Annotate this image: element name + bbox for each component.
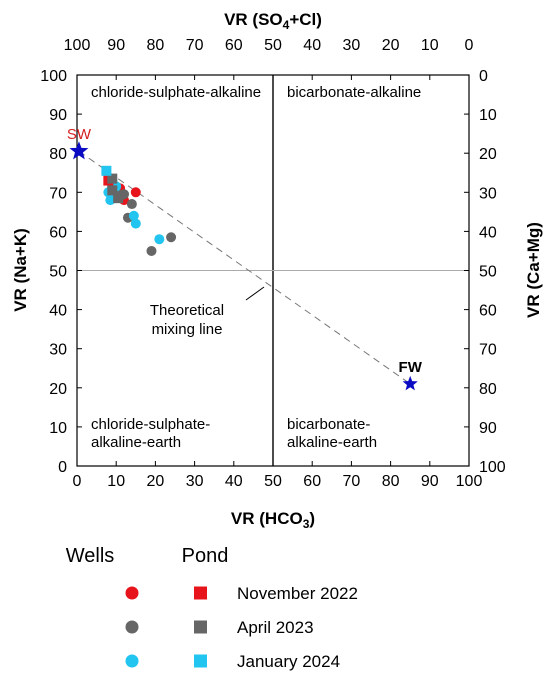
bottom-tick-label: 90 [421, 473, 439, 490]
right-tick-label: 30 [479, 185, 497, 202]
right-tick-label: 100 [479, 459, 506, 476]
data-point-circle [146, 245, 157, 256]
legend-pond-marker [194, 620, 207, 634]
left-axis-ticks: 0 10 20 30 40 50 60 70 80 90 100 [40, 68, 82, 476]
left-tick-label: 30 [49, 342, 67, 359]
mixing-line-pointer [245, 286, 265, 301]
legend-wells-marker [125, 620, 139, 634]
bottom-tick-label: 80 [382, 473, 400, 490]
left-tick-label: 40 [49, 303, 67, 320]
left-tick-label: 0 [58, 459, 67, 476]
legend-pond-header: Pond [182, 545, 229, 567]
mixing-line-label-line1: Theoretical [150, 302, 224, 319]
top-axis-title: VR (SO4+Cl) [224, 10, 322, 32]
bottom-tick-label: 0 [73, 473, 82, 490]
data-point-square [107, 185, 118, 196]
left-axis-title: VR (Na+K) [11, 228, 30, 312]
endmember-label-sw: SW [67, 126, 92, 143]
left-tick-label: 50 [49, 264, 67, 281]
endmember-star-fw [402, 375, 418, 391]
bottom-tick-label: 70 [343, 473, 361, 490]
bottom-axis-ticks: 0 10 20 30 40 50 60 70 80 90 100 [73, 461, 483, 490]
endmember-markers: SW FW [67, 126, 423, 391]
right-tick-label: 10 [479, 107, 497, 124]
top-tick-label: 10 [421, 37, 439, 54]
bottom-tick-label: 100 [456, 473, 483, 490]
right-axis-title: VR (Ca+Mg) [524, 222, 543, 318]
top-tick-label: 60 [225, 37, 243, 54]
right-tick-label: 80 [479, 381, 497, 398]
bottom-tick-label: 20 [147, 473, 165, 490]
quadrant-label-bottom-left-line2: alkaline-earth [91, 434, 181, 451]
bottom-tick-label: 50 [264, 473, 282, 490]
right-tick-label: 0 [479, 68, 488, 85]
legend-pond-marker [194, 586, 207, 600]
right-tick-label: 60 [479, 303, 497, 320]
quadrant-label-bottom-right-line1: bicarbonate- [287, 416, 370, 433]
data-point-square [113, 193, 124, 204]
legend-label: November 2022 [237, 584, 358, 603]
top-tick-label: 100 [64, 37, 91, 54]
data-point-circle [166, 232, 177, 243]
left-tick-label: 70 [49, 185, 67, 202]
left-tick-label: 100 [40, 68, 67, 85]
left-tick-label: 80 [49, 146, 67, 163]
top-tick-label: 90 [107, 37, 125, 54]
bottom-tick-label: 60 [303, 473, 321, 490]
legend-label: January 2024 [237, 652, 340, 671]
bottom-tick-label: 10 [107, 473, 125, 490]
bottom-axis-title: VR (HCO3) [231, 509, 315, 531]
bottom-tick-label: 30 [186, 473, 204, 490]
left-tick-label: 90 [49, 107, 67, 124]
data-point-circle [128, 210, 139, 221]
legend-wells-marker [125, 654, 139, 668]
data-point-circle [130, 187, 141, 198]
data-points [101, 165, 177, 256]
data-point-circle [126, 199, 137, 210]
top-tick-label: 0 [465, 37, 474, 54]
quadrant-label-bottom-right-line2: alkaline-earth [287, 434, 377, 451]
data-point-square [101, 165, 112, 176]
legend-pond-marker [194, 654, 207, 668]
data-point-circle [130, 218, 141, 229]
top-tick-label: 70 [186, 37, 204, 54]
legend-wells-marker [125, 586, 139, 600]
quadrant-label-top-left: chloride-sulphate-alkaline [91, 84, 261, 101]
top-tick-label: 30 [343, 37, 361, 54]
quadrant-label-bottom-left-line1: chloride-sulphate- [91, 416, 210, 433]
right-tick-label: 70 [479, 342, 497, 359]
right-tick-label: 90 [479, 420, 497, 437]
endmember-label-fw: FW [399, 359, 423, 376]
right-tick-label: 40 [479, 224, 497, 241]
quadrant-label-top-right: bicarbonate-alkaline [287, 84, 421, 101]
legend: November 2022 April 2023 January 2024 [125, 584, 358, 671]
top-axis-ticks: 100 90 80 70 60 50 40 30 20 10 0 [64, 37, 474, 80]
right-tick-label: 50 [479, 264, 497, 281]
top-tick-label: 80 [147, 37, 165, 54]
data-point-circle [154, 234, 165, 245]
legend-wells-header: Wells [66, 545, 115, 567]
right-tick-label: 20 [479, 146, 497, 163]
left-tick-label: 60 [49, 224, 67, 241]
top-tick-label: 20 [382, 37, 400, 54]
legend-label: April 2023 [237, 618, 314, 637]
left-tick-label: 20 [49, 381, 67, 398]
top-tick-label: 40 [303, 37, 321, 54]
mixing-line-label-line2: mixing line [152, 321, 223, 338]
left-tick-label: 10 [49, 420, 67, 437]
bottom-tick-label: 40 [225, 473, 243, 490]
endmember-star-sw [69, 141, 89, 160]
top-tick-label: 50 [264, 37, 282, 54]
data-point-circle [105, 195, 116, 206]
data-point-square [107, 173, 118, 184]
mixing-line [78, 150, 411, 385]
